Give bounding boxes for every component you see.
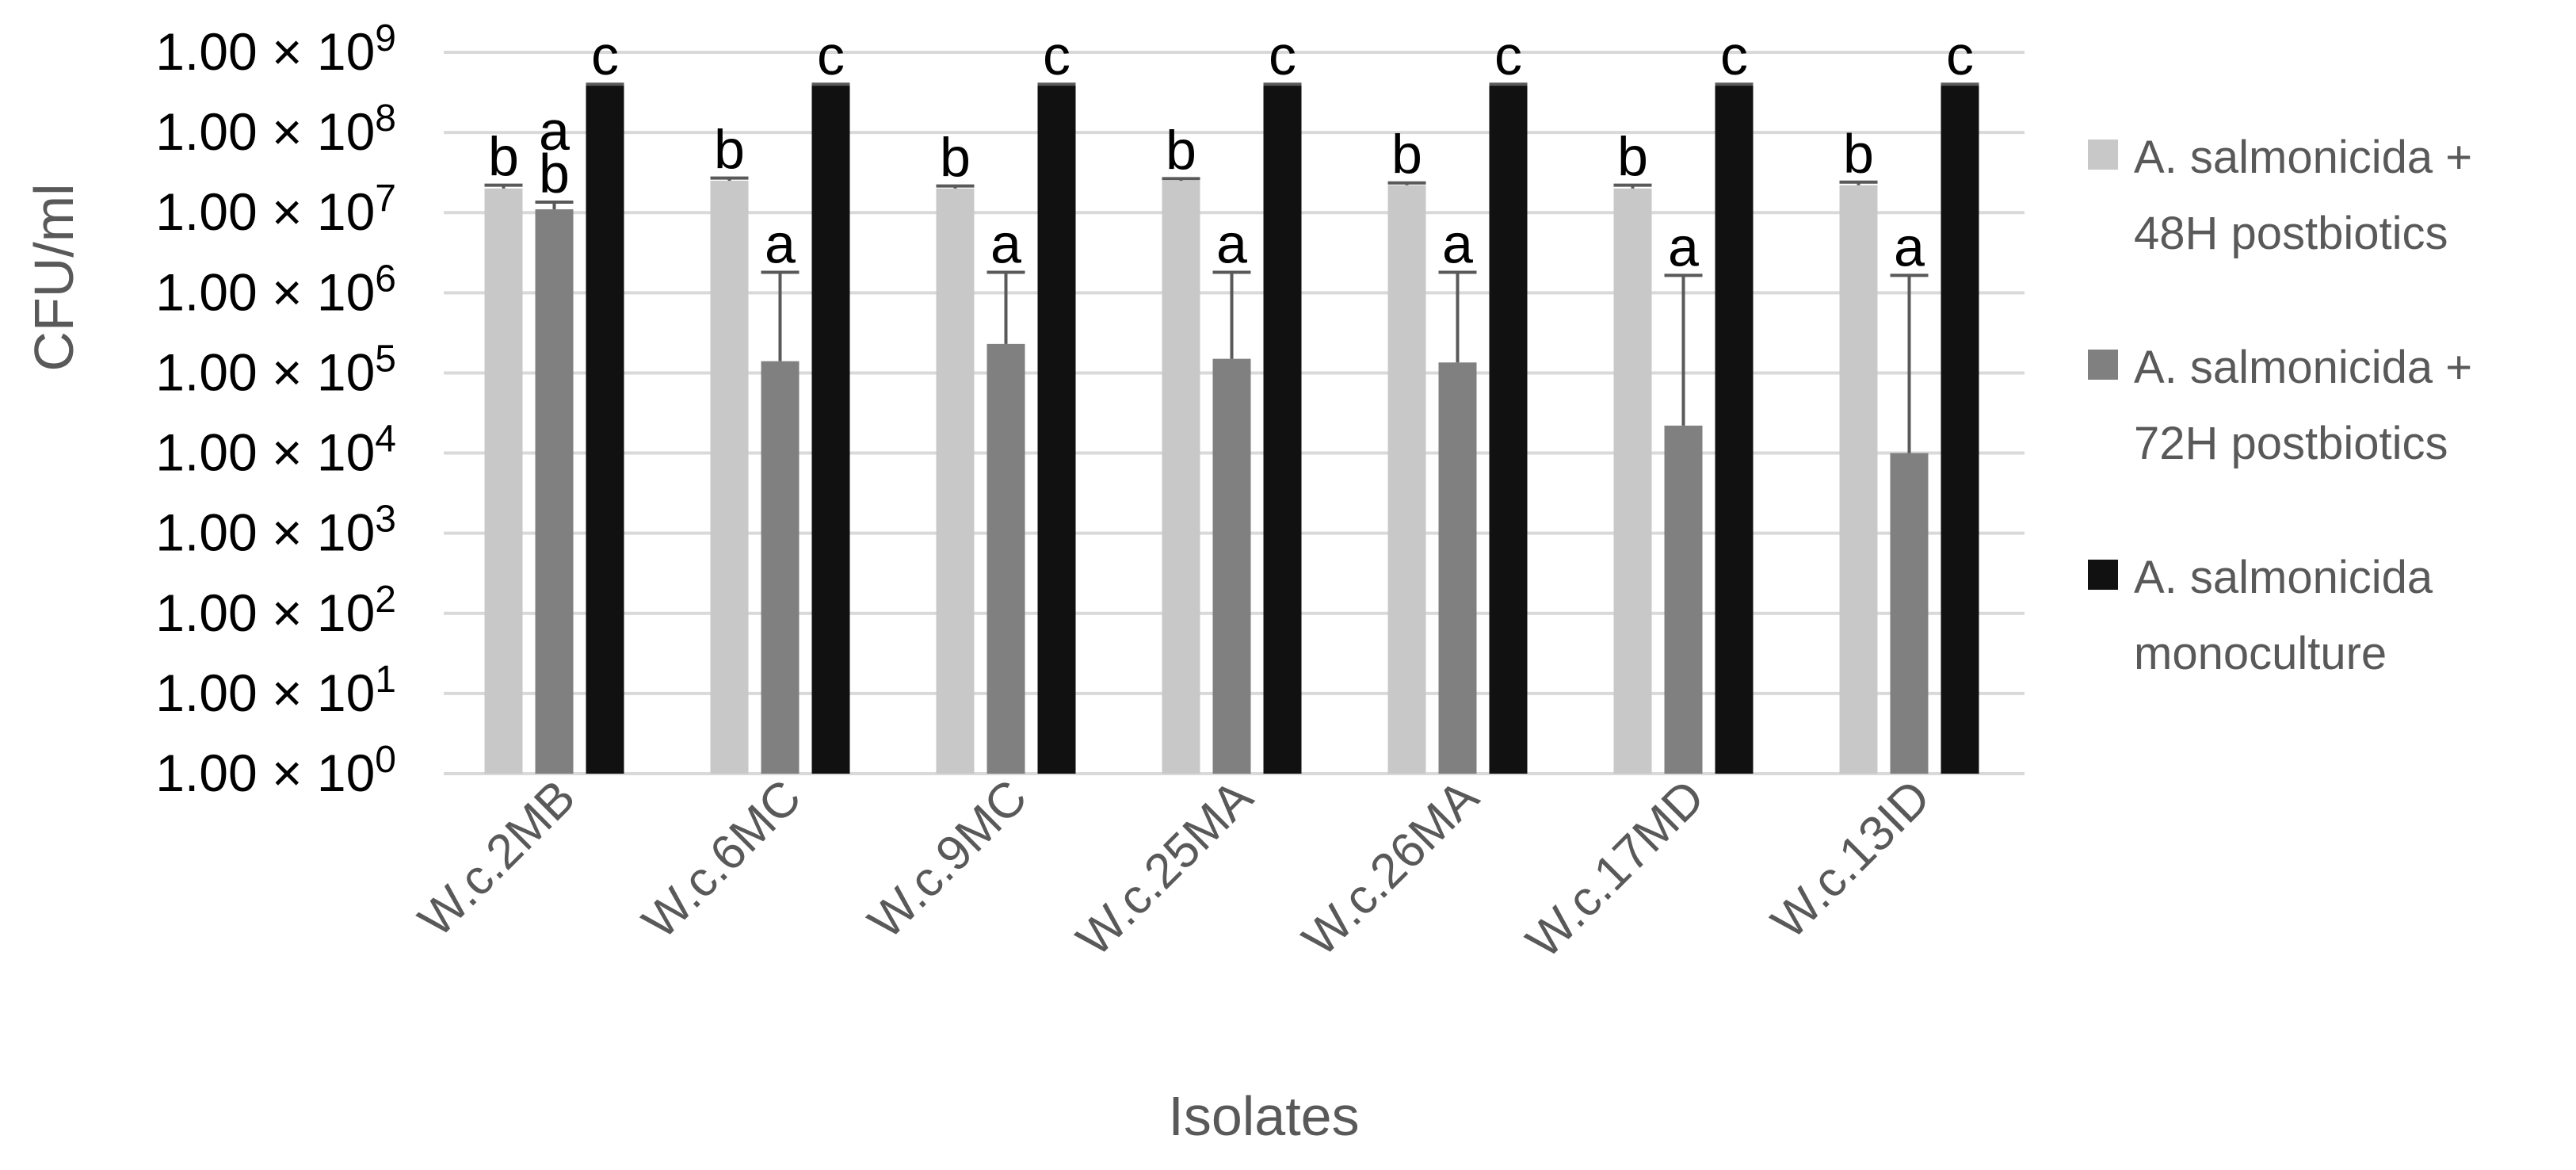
significance-letter: a bbox=[990, 213, 1021, 275]
bar bbox=[1212, 358, 1251, 774]
y-tick-label: 1.00 × 101 bbox=[155, 659, 396, 722]
legend-label: A. salmonicida + bbox=[2134, 342, 2472, 393]
bar bbox=[936, 188, 975, 774]
bar bbox=[761, 361, 800, 774]
legend-swatch bbox=[2088, 560, 2118, 590]
bar bbox=[1489, 84, 1528, 774]
significance-letter: a bbox=[539, 100, 570, 162]
significance-letter: a bbox=[1894, 216, 1925, 277]
category-label: W.c.6MC bbox=[632, 770, 812, 950]
significance-letter: a bbox=[1668, 216, 1699, 277]
bar bbox=[987, 343, 1025, 774]
category-label: W.c.25MA bbox=[1067, 770, 1264, 967]
category-label: W.c.17MD bbox=[1516, 770, 1715, 969]
y-tick-label: 1.00 × 107 bbox=[155, 178, 396, 241]
y-tick-label: 1.00 × 103 bbox=[155, 499, 396, 562]
significance-letter: c bbox=[817, 25, 845, 86]
significance-letter: b bbox=[539, 143, 570, 205]
y-tick-label: 1.00 × 100 bbox=[155, 739, 396, 802]
significance-letter: b bbox=[940, 127, 971, 189]
bar bbox=[1438, 362, 1477, 774]
x-axis-title: Isolates bbox=[1168, 1085, 1359, 1147]
bar bbox=[1715, 84, 1754, 774]
bar bbox=[710, 180, 749, 774]
bar bbox=[535, 209, 574, 774]
bar bbox=[811, 84, 850, 774]
bar bbox=[1037, 84, 1076, 774]
category-label: W.c.9MC bbox=[858, 770, 1038, 950]
legend-label: 72H postbiotics bbox=[2134, 418, 2448, 469]
y-tick-label: 1.00 × 106 bbox=[155, 258, 396, 321]
significance-letter: c bbox=[1494, 25, 1522, 86]
significance-letter: b bbox=[1843, 123, 1874, 185]
y-tick-label: 1.00 × 104 bbox=[155, 419, 396, 482]
legend-label: A. salmonicida bbox=[2134, 552, 2433, 603]
category-label: W.c.13ID bbox=[1761, 770, 1941, 950]
legend: A. salmonicida + 48H postbiotics A. salmon… bbox=[2088, 132, 2472, 679]
bar bbox=[1162, 180, 1200, 774]
significance-letter: c bbox=[1269, 25, 1296, 86]
legend-swatch bbox=[2088, 140, 2118, 170]
y-axis-title: CFU/ml bbox=[23, 183, 85, 371]
legend-label: A. salmonicida + bbox=[2134, 132, 2472, 183]
bar bbox=[1664, 425, 1703, 774]
significance-letter: a bbox=[1442, 213, 1473, 275]
significance-letter: b bbox=[1617, 126, 1648, 188]
y-tick-label: 1.00 × 105 bbox=[155, 338, 396, 401]
significance-letter: c bbox=[1946, 25, 1974, 86]
significance-letter: b bbox=[1166, 119, 1196, 181]
bar bbox=[1890, 453, 1929, 774]
y-tick-label: 1.00 × 102 bbox=[155, 579, 396, 642]
bar bbox=[1263, 84, 1302, 774]
significance-letter: b bbox=[714, 119, 745, 181]
legend-label: monoculture bbox=[2134, 628, 2387, 679]
bar bbox=[1941, 84, 1979, 774]
bar bbox=[1387, 185, 1426, 774]
category-label: W.c.26MA bbox=[1292, 770, 1490, 967]
legend-swatch bbox=[2088, 350, 2118, 380]
bar bbox=[1613, 188, 1652, 774]
significance-letter: c bbox=[1043, 25, 1070, 86]
bar bbox=[1839, 185, 1878, 774]
significance-letter: c bbox=[591, 25, 619, 86]
significance-letter: a bbox=[1216, 213, 1247, 275]
legend-label: 48H postbiotics bbox=[2134, 208, 2448, 259]
bars bbox=[484, 82, 1979, 774]
significance-letter: a bbox=[765, 213, 796, 275]
y-axis-ticks: 1.00 × 100 1.00 × 101 1.00 × 102 1.00 × 103… bbox=[155, 17, 396, 802]
significance-letter: b bbox=[1391, 124, 1422, 185]
x-axis-categories: W.c.2MB W.c.6MC W.c.9MC W.c.25MA W.c.26MA W.c… bbox=[408, 770, 1941, 969]
bar bbox=[484, 188, 523, 774]
bar bbox=[586, 84, 624, 774]
category-label: W.c.2MB bbox=[408, 770, 586, 947]
y-tick-label: 1.00 × 108 bbox=[155, 98, 396, 161]
significance-letter: b bbox=[488, 126, 519, 188]
y-tick-label: 1.00 × 109 bbox=[155, 17, 396, 81]
significance-letter: c bbox=[1720, 25, 1748, 86]
